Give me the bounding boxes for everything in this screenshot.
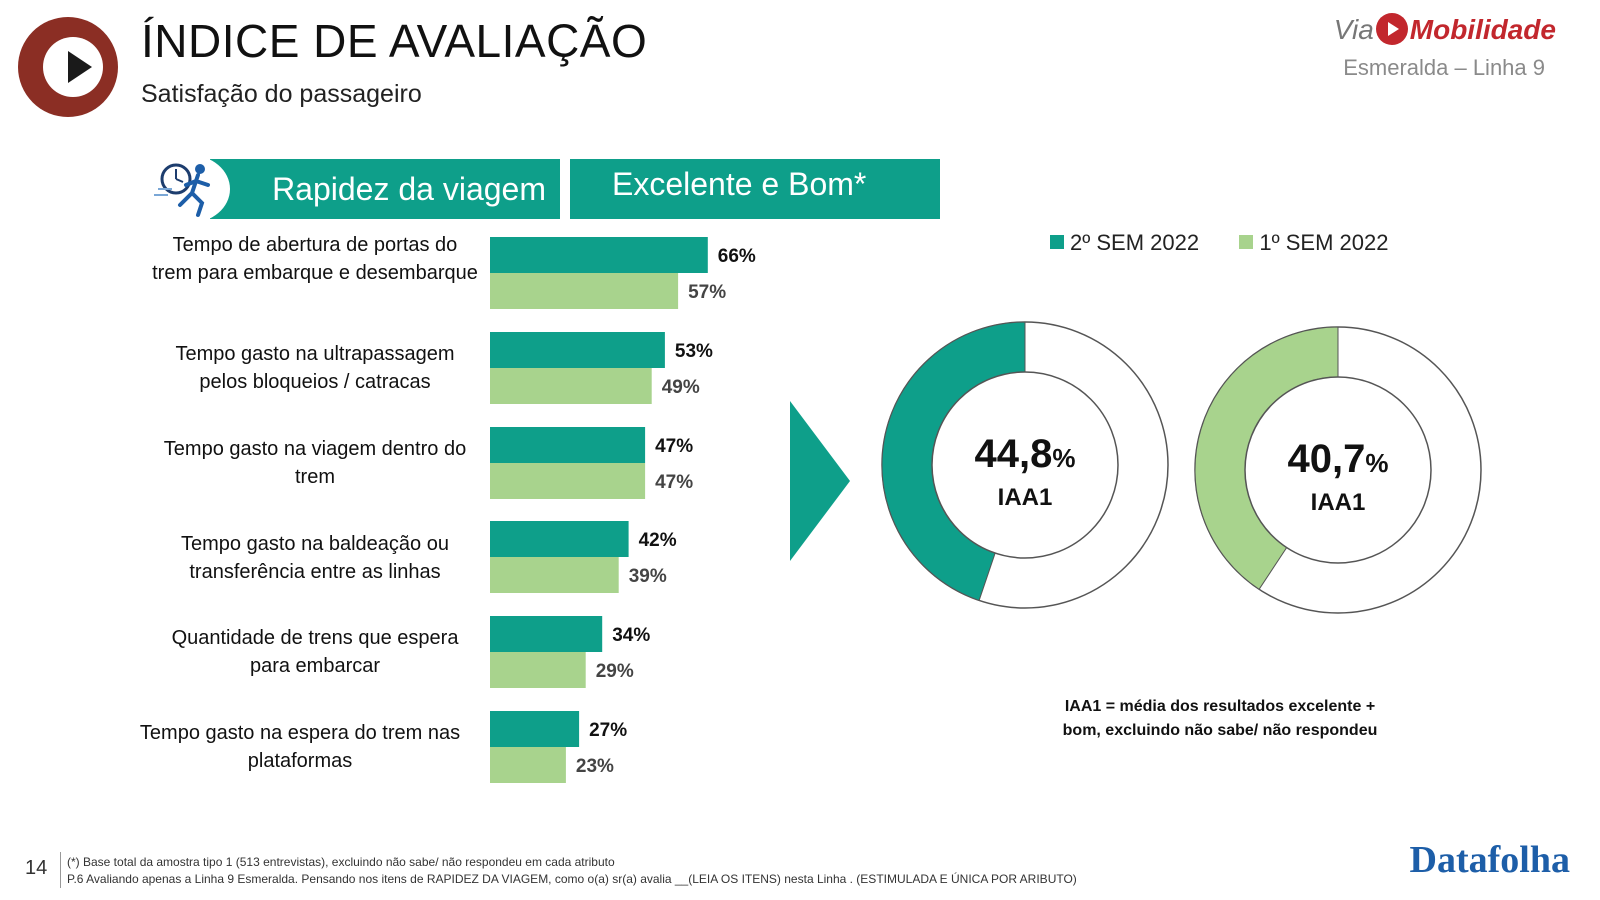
category-label-1: Tempo de abertura de portas do trem para… [152, 234, 478, 284]
bar-value-label-2sem-3: 47% [655, 436, 693, 457]
bar-value-label-1sem-4: 39% [629, 566, 667, 587]
legend-item-1: 2º SEM 2022 [1050, 230, 1199, 255]
datafolha-logo: Datafolha [1409, 839, 1570, 881]
category-label-4: Tempo gasto na baldeação ou transferênci… [181, 533, 449, 583]
donut-center-label: IAA1 [998, 484, 1053, 511]
legend-swatch-2 [1239, 235, 1254, 250]
legend-item-2: 1º SEM 2022 [1239, 230, 1389, 255]
bar-1sem-4 [490, 557, 619, 593]
bar-chart: 66% 53% 47% 42% 34% 27% 57% 49% 47% 39% 29% 23% [490, 237, 756, 783]
footer-notes: (*) Base total da amostra tipo 1 (513 en… [67, 854, 1077, 888]
bar-2sem-1 [490, 237, 708, 273]
bar-1sem-2 [490, 368, 652, 404]
footer-divider [60, 852, 61, 888]
bar-value-label-2sem-4: 42% [639, 530, 677, 551]
legend: 2º SEM 2022 1º SEM 2022 [1050, 230, 1389, 256]
bar-value-label-1sem-2: 49% [662, 377, 700, 398]
bar-2sem-2 [490, 332, 665, 368]
legend-swatch-1 [1050, 235, 1064, 250]
donut-hole [931, 371, 1119, 559]
bar-value-label-1sem-5: 29% [596, 661, 634, 682]
bar-value-label-1sem-1: 57% [688, 282, 726, 303]
brand-name: Mobilidade [1409, 14, 1556, 45]
donut-center-unit: % [1052, 443, 1075, 473]
bar-2sem-5 [490, 616, 603, 652]
bar-value-label-2sem-1: 66% [718, 246, 756, 267]
bar-1sem-6 [490, 747, 566, 783]
section-title-left: Rapidez da viagem [210, 159, 560, 219]
footer-line-1: (*) Base total da amostra tipo 1 (513 en… [67, 855, 615, 869]
donut-center-label: IAA1 [1311, 489, 1366, 516]
category-label-5: Quantidade de trens que espera para emba… [171, 627, 459, 677]
bar-1sem-5 [490, 652, 586, 688]
arrow-right-icon [790, 401, 850, 561]
bar-value-label-2sem-5: 34% [612, 625, 650, 646]
donut-chart-1sem: 40,7%IAA1 [1194, 326, 1482, 614]
legend-label-1: 2º SEM 2022 [1070, 230, 1200, 255]
bar-value-label-2sem-2: 53% [675, 341, 713, 362]
bar-2sem-4 [490, 521, 629, 557]
brand-play-icon [1375, 12, 1408, 45]
runner-clock-icon [150, 155, 230, 223]
donut-chart-2sem: 44,8%IAA1 [881, 321, 1169, 609]
page-title: ÍNDICE DE AVALIAÇÃO [141, 15, 648, 67]
donut-hole [1244, 376, 1432, 564]
logo-play-icon [18, 17, 118, 117]
iaa1-note: IAA1 = média dos resultados excelente + … [1062, 698, 1378, 739]
page-number: 14 [25, 857, 48, 879]
category-label-2: Tempo gasto na ultrapassagem pelos bloqu… [175, 343, 455, 393]
donut-center-unit: % [1365, 448, 1388, 478]
footer-line-2: P.6 Avaliando apenas a Linha 9 Esmeralda… [67, 872, 1077, 886]
bar-1sem-3 [490, 463, 646, 499]
bar-value-label-1sem-3: 47% [655, 472, 693, 493]
brand-line: Esmeralda – Linha 9 [1343, 55, 1545, 80]
category-label-3: Tempo gasto na viagem dentro do trem [163, 438, 467, 488]
section-title-right: Excelente e Bom* [570, 159, 940, 219]
category-label-6: Tempo gasto na espera do trem nas plataf… [139, 722, 461, 772]
bar-2sem-6 [490, 711, 580, 747]
bar-1sem-1 [490, 273, 679, 309]
bar-value-label-1sem-6: 23% [576, 756, 614, 777]
bar-2sem-3 [490, 427, 646, 463]
brand-logo: Via Mobilidade [1333, 12, 1556, 48]
page-subtitle: Satisfação do passageiro [141, 80, 422, 108]
bar-value-label-2sem-6: 27% [589, 720, 627, 741]
legend-label-2: 1º SEM 2022 [1259, 230, 1389, 255]
brand-via: Via [1333, 14, 1374, 45]
